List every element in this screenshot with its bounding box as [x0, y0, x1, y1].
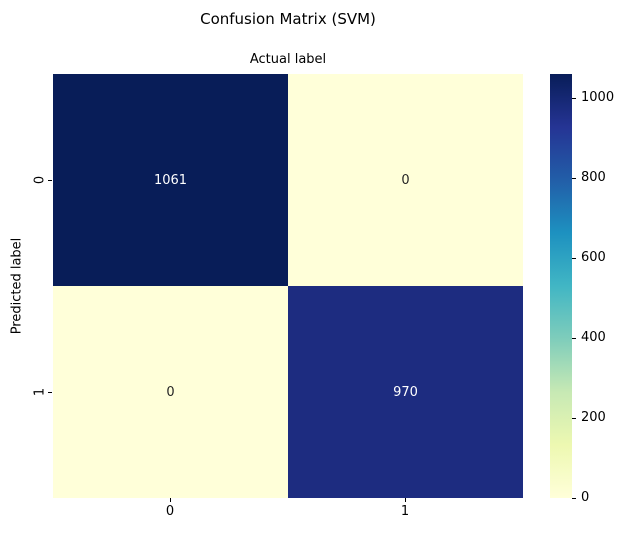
colorbar-tick-mark [572, 497, 576, 499]
cell-value: 970 [393, 384, 418, 400]
colorbar-tick-label: 1000 [581, 90, 615, 106]
colorbar-tick-label: 400 [581, 330, 606, 346]
x-tick-label-0: 0 [165, 504, 175, 519]
colorbar-tick-mark [572, 177, 576, 179]
heatmap-cell-r1c1: 970 [288, 286, 523, 498]
y-axis-label: Predicted label [9, 237, 25, 335]
y-tick-label-0: 0 [32, 175, 48, 185]
y-tick-mark-1 [48, 392, 52, 393]
colorbar-tick-600: 600 [572, 251, 606, 265]
x-axis-label: Actual label [249, 52, 327, 67]
x-tick-mark-1 [405, 498, 406, 502]
heatmap-cell-r0c1: 0 [288, 74, 523, 286]
colorbar-tick-mark [572, 97, 576, 99]
colorbar-tick-label: 0 [581, 490, 590, 505]
heatmap-grid: 1061 0 0 970 [53, 74, 523, 498]
colorbar-tick-label: 200 [581, 410, 606, 426]
colorbar-gradient [550, 74, 572, 498]
cell-value: 0 [401, 172, 410, 188]
colorbar-tick-mark [572, 417, 576, 419]
colorbar-tick-mark [572, 337, 576, 339]
colorbar-tick-label: 600 [581, 250, 606, 266]
heatmap-cell-r1c0: 0 [53, 286, 288, 498]
x-tick-label-1: 1 [400, 504, 410, 519]
heatmap-cell-r0c0: 1061 [53, 74, 288, 286]
x-tick-mark-0 [170, 498, 171, 502]
y-tick-mark-0 [48, 180, 52, 181]
colorbar-tick-0: 0 [572, 491, 589, 505]
colorbar-tick-label: 800 [581, 170, 606, 186]
colorbar-tick-800: 800 [572, 171, 606, 185]
y-tick-label-1: 1 [32, 387, 48, 397]
cell-value: 0 [166, 384, 175, 400]
colorbar: 1000 800 600 400 200 0 [550, 74, 627, 505]
colorbar-tick-200: 200 [572, 411, 606, 425]
chart-title: Confusion Matrix (SVM) [200, 10, 376, 28]
cell-value: 1061 [153, 172, 188, 188]
colorbar-tick-1000: 1000 [572, 91, 614, 105]
colorbar-tick-400: 400 [572, 331, 606, 345]
colorbar-tick-mark [572, 257, 576, 259]
